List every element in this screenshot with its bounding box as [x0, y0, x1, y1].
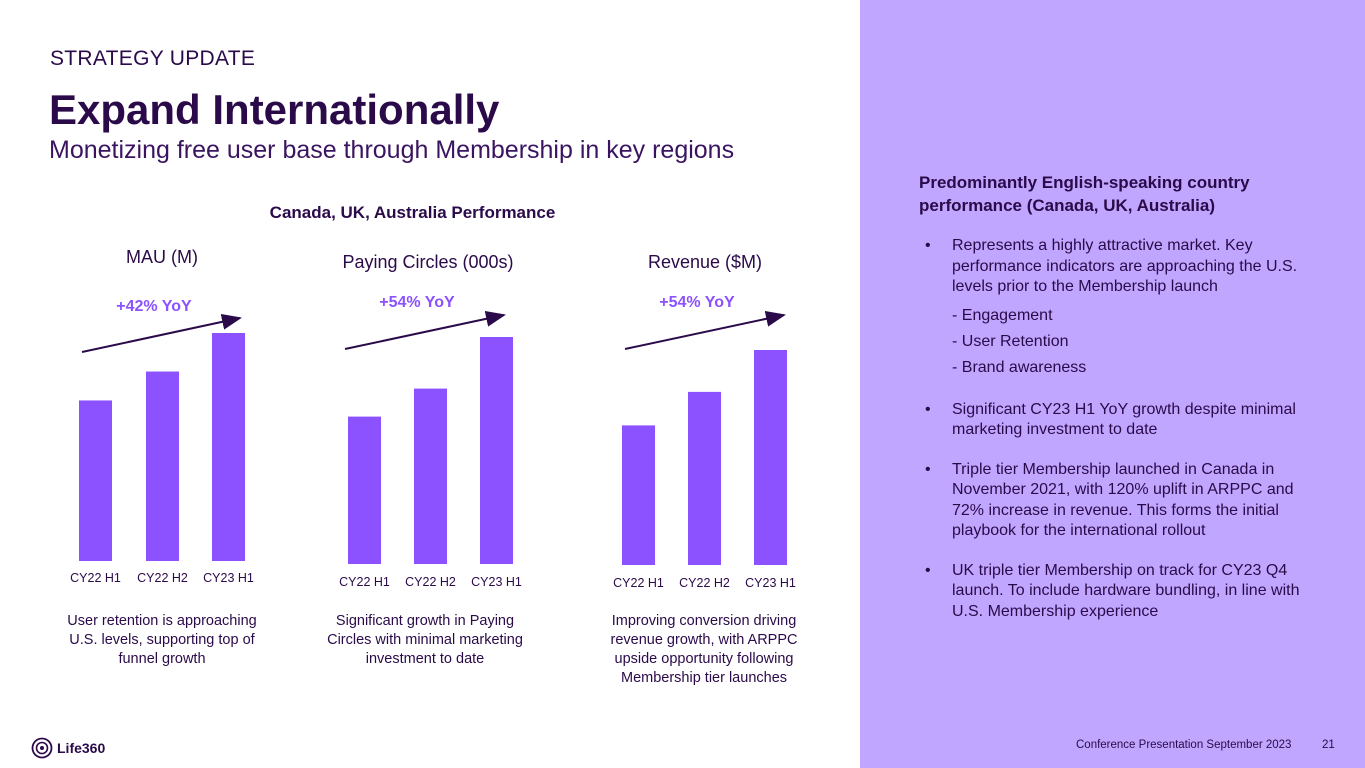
tick-label: CY22 H2	[405, 575, 456, 589]
tick-label: CY22 H1	[70, 571, 121, 585]
chart-title-revenue: Revenue ($M)	[647, 252, 763, 272]
chart-title-mau: MAU (M)	[126, 247, 198, 267]
life360-logo: Life360	[31, 737, 105, 759]
bullet-text: Triple tier Membership launched in Canad…	[952, 460, 1294, 540]
caption-mau: User retention is approaching U.S. level…	[67, 613, 257, 667]
bullet-item: • UK triple tier Membership on track for…	[925, 561, 1315, 623]
bar-charts: CY22 H1 CY22 H2 CY23 H1 CY22 H1 CY22 H2 CY23 …	[70, 310, 796, 590]
page-title: Expand Internationally	[49, 86, 500, 133]
bullet-text: Significant CY23 H1 YoY growth despite m…	[952, 400, 1296, 439]
tick-label: CY23 H1	[203, 571, 254, 585]
bar-cy23-h1	[480, 337, 513, 564]
bar-cy22-h2	[414, 388, 447, 564]
yoy-label-mau: +42% YoY	[116, 298, 192, 315]
right-panel	[860, 0, 1365, 768]
page-number: 21	[1322, 739, 1335, 751]
bullet-item: • Significant CY23 H1 YoY growth despite…	[925, 400, 1315, 441]
page-subtitle: Monetizing free user base through Member…	[49, 136, 735, 164]
bullet-text: Represents a highly attractive market. K…	[952, 237, 1298, 295]
caption-revenue: Improving conversion driving revenue gro…	[610, 613, 798, 686]
bullet-item: • Triple tier Membership launched in Can…	[925, 460, 1315, 542]
tick-label: CY22 H2	[679, 576, 730, 590]
bullet-item: • Represents a highly attractive market.…	[925, 236, 1315, 381]
bullet-list: • Represents a highly attractive market.…	[925, 236, 1315, 641]
bar-cy22-h2	[146, 371, 179, 561]
sub-item-user-retention: - User Retention	[952, 332, 1069, 350]
bullet-icon: •	[925, 561, 931, 579]
caption-paying-circles: Significant growth in Paying Circles wit…	[327, 613, 523, 667]
life360-logo-icon	[31, 737, 53, 759]
footer-presentation: Conference Presentation September 2023	[1076, 739, 1292, 751]
bar-cy22-h1	[79, 400, 112, 561]
sub-item-brand-awareness: - Brand awareness	[952, 358, 1087, 376]
section-title: Canada, UK, Australia Performance	[269, 203, 556, 222]
tick-label: CY23 H1	[471, 575, 522, 589]
tick-label: CY22 H1	[339, 575, 390, 589]
tick-label: CY23 H1	[745, 576, 796, 590]
logo-text: Life360	[57, 740, 106, 756]
yoy-label-revenue: +54% YoY	[659, 294, 735, 311]
eyebrow: STRATEGY UPDATE	[50, 47, 256, 70]
growth-arrow	[81, 313, 242, 353]
bar-cy23-h1	[754, 350, 787, 565]
bullet-icon: •	[925, 400, 931, 418]
growth-arrow	[344, 310, 506, 350]
sub-item-engagement: - Engagement	[952, 306, 1053, 324]
tick-label: CY22 H2	[137, 571, 188, 585]
bar-cy22-h1	[622, 425, 655, 565]
bar-cy22-h2	[688, 391, 721, 565]
bullet-icon: •	[925, 237, 931, 254]
bullet-icon: •	[925, 460, 931, 478]
tick-label: CY22 H1	[613, 576, 664, 590]
bar-cy23-h1	[212, 333, 245, 561]
bullet-text: UK triple tier Membership on track for C…	[952, 561, 1300, 620]
growth-arrow	[624, 310, 786, 350]
bar-cy22-h1	[348, 416, 381, 564]
bullet-sublist: - Engagement - User Retention - Brand aw…	[952, 303, 1315, 381]
chart-title-paying-circles: Paying Circles (000s)	[342, 252, 514, 272]
right-panel-heading: Predominantly English-speaking country p…	[919, 173, 1250, 215]
yoy-label-paying-circles: +54% YoY	[379, 294, 455, 311]
